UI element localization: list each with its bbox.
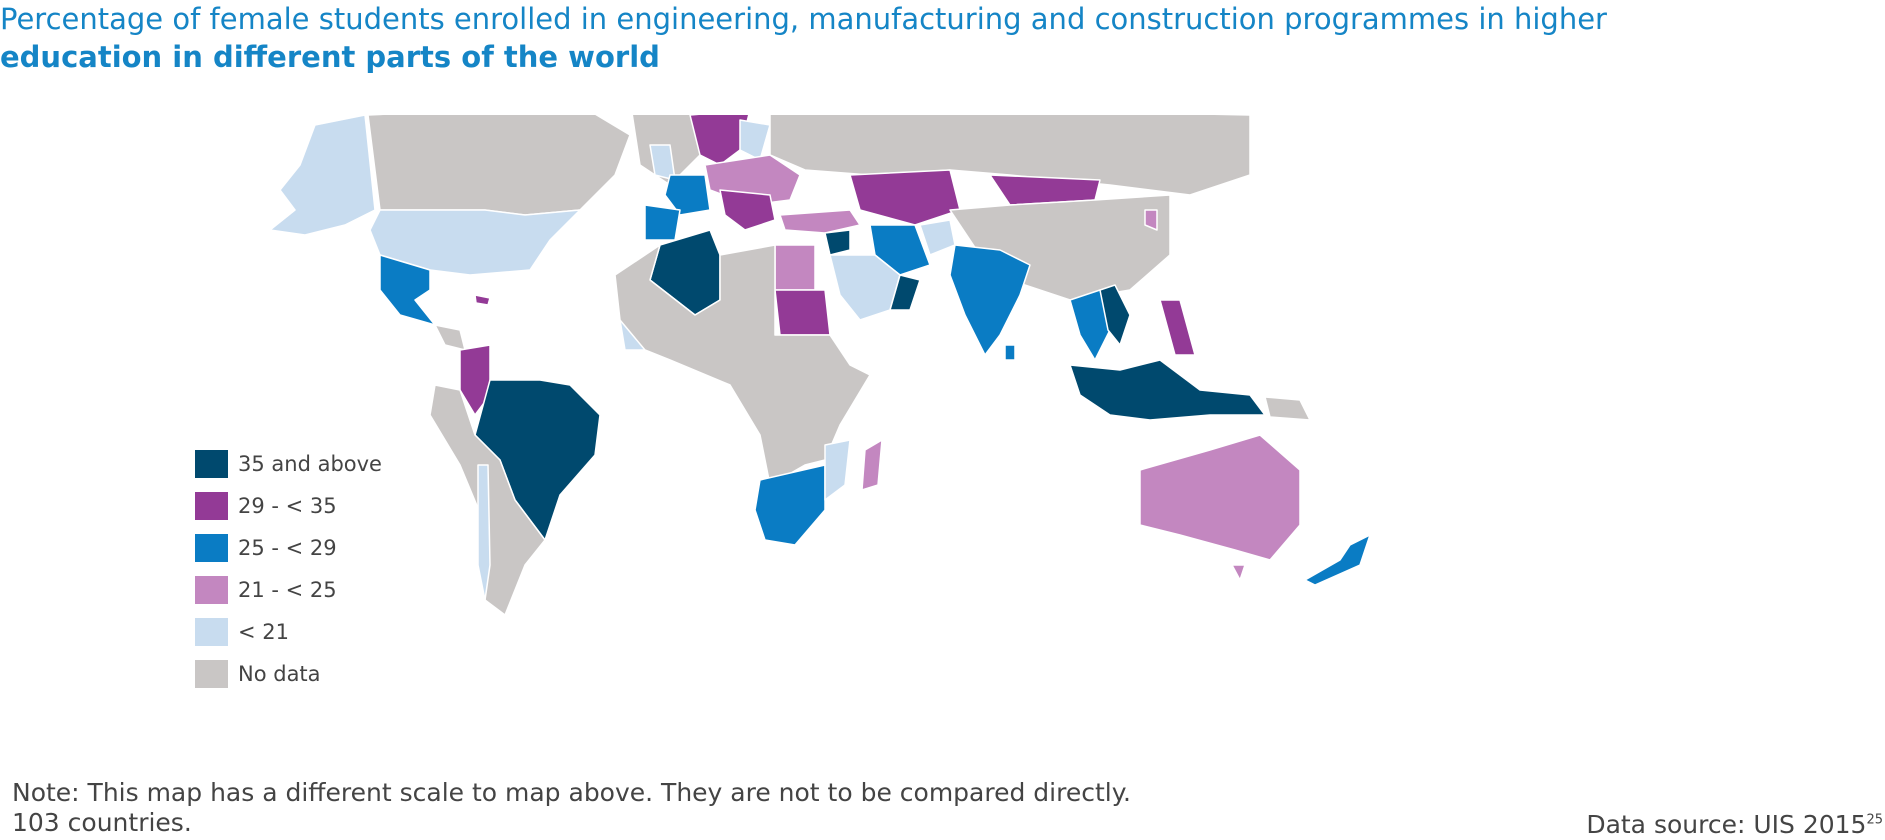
region-kazakhstan (849, 169, 961, 226)
region-sudan (774, 289, 831, 336)
title-line-2: education in different parts of the worl… (0, 40, 660, 74)
legend-item: No data (195, 653, 382, 695)
region-chile (477, 464, 491, 601)
region-mozambique (824, 439, 851, 501)
title-line-1: Percentage of female students enrolled i… (0, 2, 1607, 36)
region-australia (1139, 434, 1301, 561)
region-caribbean (474, 294, 491, 306)
legend-item: 25 - < 29 (195, 527, 382, 569)
region-philippines (1159, 299, 1196, 356)
legend-swatch (195, 660, 228, 688)
map-title: Percentage of female students enrolled i… (0, 0, 1885, 76)
legend-label: 25 - < 29 (238, 536, 337, 560)
source-text: Data source: UIS 2015 (1586, 810, 1867, 839)
region-afghanistan (919, 219, 956, 256)
region-egypt (774, 244, 816, 291)
legend-item: < 21 (195, 611, 382, 653)
region-balkans (719, 189, 776, 231)
region-oman (889, 274, 921, 311)
legend-swatch (195, 492, 228, 520)
region-central-america (434, 324, 466, 351)
region-new-zealand (1304, 534, 1371, 586)
region-madagascar (861, 439, 883, 491)
legend-swatch (195, 618, 228, 646)
data-source: Data source: UIS 201525 (1586, 810, 1883, 839)
legend-label: 21 - < 25 (238, 578, 337, 602)
map-note: Note: This map has a different scale to … (12, 778, 1131, 838)
region-sri-lanka (1004, 344, 1016, 361)
region-scandinavia (689, 115, 750, 166)
region-png (1264, 396, 1311, 421)
legend-label: No data (238, 662, 321, 686)
region-africa-other (614, 244, 871, 486)
region-korea (1144, 209, 1158, 231)
region-indochina (1069, 289, 1111, 361)
source-footnote: 25 (1866, 812, 1883, 828)
region-france (664, 174, 711, 216)
region-iberia (644, 204, 681, 241)
region-usa (369, 209, 581, 276)
region-indonesia (1069, 359, 1266, 421)
world-map (269, 115, 1371, 616)
region-tasmania (1231, 564, 1246, 581)
legend-swatch (195, 534, 228, 562)
note-line-1: Note: This map has a different scale to … (12, 778, 1131, 807)
region-alaska (269, 115, 376, 236)
legend-swatch (195, 576, 228, 604)
region-finland (739, 119, 771, 161)
region-south-africa (754, 464, 826, 546)
region-canada (367, 115, 631, 216)
region-middle-east (824, 229, 851, 256)
legend: 35 and above 29 - < 35 25 - < 29 21 - < … (195, 443, 382, 695)
legend-swatch (195, 450, 228, 478)
note-line-2: 103 countries. (12, 808, 192, 837)
region-turkey (779, 209, 861, 234)
region-vietnam (1099, 284, 1131, 346)
legend-label: 35 and above (238, 452, 382, 476)
legend-label: < 21 (238, 620, 289, 644)
region-india (949, 244, 1031, 356)
region-russia (769, 115, 1251, 196)
region-mexico (379, 254, 436, 326)
legend-label: 29 - < 35 (238, 494, 337, 518)
legend-item: 21 - < 25 (195, 569, 382, 611)
legend-item: 29 - < 35 (195, 485, 382, 527)
legend-item: 35 and above (195, 443, 382, 485)
